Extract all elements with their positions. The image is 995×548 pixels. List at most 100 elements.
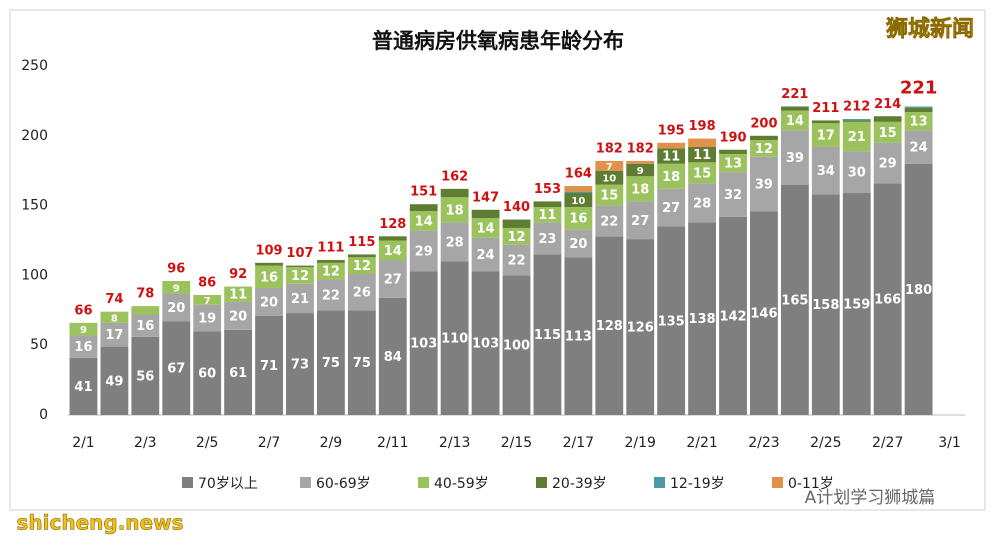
segment-label: 15 [879,126,897,141]
total-label: 212 [843,100,870,115]
bar-segment [842,193,871,415]
bar-segment [347,257,376,275]
bar-segment [595,205,624,237]
bar-segment [193,304,222,332]
bar-segment [688,162,717,184]
bar-segment [378,240,407,261]
bar-segment [626,176,655,202]
bar-segment [533,201,562,207]
bar-segment [904,163,933,415]
total-label: 128 [379,217,406,232]
bar-segment [471,209,500,219]
segment-label: 29 [415,244,433,259]
total-label: 140 [503,200,530,215]
total-label: 74 [105,292,123,307]
segment-label: 13 [910,115,928,130]
segment-label: 115 [534,328,561,343]
segment-label: 75 [322,356,340,371]
total-label: 66 [74,303,92,318]
bar-segment [224,301,253,330]
segment-label: 12 [291,269,309,284]
bar-segment [595,170,624,185]
y-tick-label: 250 [21,58,48,74]
bar-segment [347,310,376,415]
bar-segment [811,120,840,124]
segment-label: 60 [198,367,216,382]
bar-segment [626,160,655,164]
bar-segment [409,271,438,415]
bar-segment [904,112,933,131]
bar-segment [440,261,469,415]
segment-label: 29 [879,157,897,172]
segment-label: 12 [507,230,525,245]
x-tick-label: 2/5 [196,435,219,451]
bar-segment [842,121,871,152]
bar-segment [904,130,933,164]
segment-label: 22 [322,288,340,303]
bar-segment [224,286,253,302]
segment-label: 138 [689,312,716,327]
segment-label: 30 [848,166,866,181]
bar-segment [750,156,778,212]
bar-segment [750,211,778,415]
total-label: 190 [719,130,746,145]
bar-segment [626,239,655,415]
total-label: 182 [596,141,623,156]
bar-segment [595,160,624,171]
bar-segment [471,271,500,415]
segment-label: 12 [755,142,773,157]
segment-label: 8 [111,313,118,324]
bar-segment [780,184,809,415]
bar-segment [162,321,191,415]
bar-segment [811,146,840,195]
total-label: 164 [565,167,592,182]
segment-label: 11 [229,288,247,303]
bar-segment [378,297,407,415]
segment-label: 39 [786,151,804,166]
segment-label: 159 [843,298,870,313]
legend-label: 0-11岁 [788,476,834,492]
total-label: 109 [255,243,282,258]
x-tick-label: 2/7 [258,435,281,451]
total-label: 115 [348,235,375,250]
segment-label: 67 [167,362,185,377]
bar-segment [502,275,531,415]
segment-label: 9 [637,166,644,177]
segment-label: 71 [260,359,278,374]
segment-label: 39 [755,177,773,192]
bar-segment [255,315,283,415]
total-label: 151 [410,185,437,200]
bar-segment [719,172,747,217]
bar-segment [719,216,747,415]
site: shicheng.news [17,511,184,535]
bar-segment [193,294,222,305]
segment-label: 27 [631,214,649,229]
segment-label: 14 [477,221,495,236]
bar-segment [162,280,191,294]
bar-segment [719,149,747,154]
bar-segment [255,262,283,266]
total-label: 195 [658,123,685,138]
segment-label: 28 [446,235,464,250]
segment-label: 17 [817,129,835,144]
bar-segment [533,254,562,415]
bar-segment [471,218,500,238]
bar-segment [286,313,314,415]
segment-label: 7 [606,162,613,173]
segment-label: 7 [204,296,211,307]
segment-label: 100 [503,339,530,354]
segment-label: 16 [260,270,278,285]
total-label: 162 [441,169,468,184]
segment-label: 14 [415,214,433,229]
bar-segment [564,257,593,415]
segment-label: 22 [600,214,618,229]
x-tick-label: 2/3 [134,435,157,451]
bar-segment [657,148,686,164]
segment-label: 32 [724,188,742,203]
y-tick-label: 150 [21,198,48,214]
segment-label: 20 [167,301,185,316]
segment-label: 10 [571,196,585,207]
bar-segment [564,229,593,258]
bar-segment [100,311,129,323]
bar-segment [780,110,809,131]
